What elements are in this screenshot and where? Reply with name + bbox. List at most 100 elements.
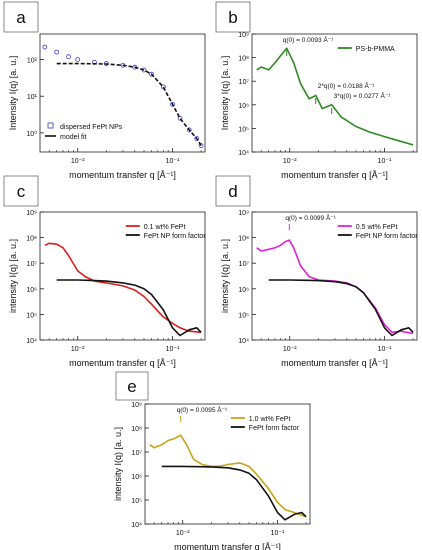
y-tick-label: 10⁷ [239, 79, 250, 86]
y-tick-label: 10⁴ [238, 150, 249, 157]
data-point [42, 44, 48, 50]
panel-d: d 10⁴ 10⁵ 10⁶ 10⁷ 10⁸ 10⁹ 10⁻² 10⁻¹ momentum tran… [215, 175, 418, 368]
data-point [198, 143, 204, 148]
data-point [177, 115, 183, 121]
plot-frame [251, 211, 418, 341]
series-line [161, 465, 307, 521]
x-tick-label: 10⁻² [176, 530, 190, 537]
data-point [54, 49, 60, 55]
series-line [56, 62, 202, 147]
y-axis-label: intensity I(q) [a. u.] [220, 239, 230, 313]
y-tick-label: 10⁸ [238, 236, 249, 243]
peak-annotation: 2*q(0) = 0.0188 Å⁻¹ [318, 81, 376, 90]
panel-a: a 10⁰ 10¹ 10² 10⁻² 10⁻¹ momentum transfer q [Å… [3, 1, 206, 180]
series-line [256, 47, 414, 146]
y-tick-label: 10⁵ [131, 498, 142, 505]
y-tick-label: 10⁵ [238, 126, 249, 133]
legend-label: 1.0 wt% FePt [249, 416, 291, 423]
data-point [194, 136, 200, 141]
legend-label: 0.1 wt% FePt [144, 224, 186, 231]
panel-label-box [215, 175, 251, 207]
x-tick-label: 10⁻² [283, 158, 297, 165]
y-tick-label: 10⁷ [239, 261, 250, 268]
y-tick-label: 10⁸ [238, 56, 249, 63]
panel-label: b [228, 8, 237, 27]
y-axis-label: Intensity I(q) [a. u.] [220, 56, 230, 131]
peak-annotation: q(0) = 0.0099 Å⁻¹ [285, 213, 336, 222]
series-line [256, 239, 414, 335]
panel-label: d [228, 182, 237, 201]
y-tick-label: 10⁶ [238, 287, 249, 294]
data-point [186, 127, 192, 133]
legend-label: dispersed FePt NPs [60, 124, 123, 131]
panel-label: e [127, 377, 136, 396]
y-axis-label: intensity I(q) [a. u.] [113, 427, 123, 501]
x-axis-label: momentum transfer q [Å⁻¹] [281, 170, 388, 180]
data-point [170, 101, 175, 107]
y-tick-label: 10⁸ [131, 426, 142, 433]
series-line [268, 279, 414, 337]
y-tick-label: 10⁹ [238, 32, 249, 39]
peak-annotation: 3*q(0) = 0.0277 Å⁻¹ [334, 91, 392, 100]
legend-label: FePt form factor [249, 425, 300, 432]
y-tick-label: 10⁵ [26, 312, 37, 319]
y-tick-label: 10⁴ [238, 338, 249, 345]
plot-frame [144, 403, 311, 525]
x-tick-label: 10⁻² [283, 346, 297, 353]
legend-swatch [47, 122, 54, 129]
y-tick-label: 10⁷ [132, 450, 143, 457]
panel-label-box [215, 1, 251, 33]
x-axis-label: momentum transfer q [Å⁻¹] [174, 542, 281, 550]
panel-label: c [17, 182, 26, 201]
data-point [75, 57, 81, 62]
y-tick-label: 10⁵ [238, 312, 249, 319]
y-tick-label: 10⁹ [131, 402, 142, 409]
series-line [56, 279, 202, 337]
peak-annotation: q(0) = 0.0095 Å⁻¹ [177, 405, 228, 414]
legend-label: PS-b-PMMA [356, 46, 395, 53]
peak-annotation: q(0) = 0.0093 Å⁻¹ [283, 35, 334, 44]
panel-b: b 10⁴ 10⁵ 10⁶ 10⁷ 10⁸ 10⁹ 10⁻² 10⁻¹ momentum tran… [215, 1, 418, 180]
series-line [44, 242, 202, 334]
x-tick-label: 10⁻¹ [378, 346, 392, 353]
plot-frame [39, 211, 206, 341]
y-tick-label: 10⁶ [131, 474, 142, 481]
y-tick-label: 10⁶ [26, 287, 37, 294]
panel-label-box [3, 175, 39, 207]
y-axis-label: Intensity I(q) [a. u.] [8, 56, 18, 131]
y-tick-label: 10⁰ [26, 130, 37, 138]
y-tick-label: 10⁸ [26, 236, 37, 243]
y-tick-label: 10⁹ [238, 210, 249, 217]
panel-c: c 10⁴ 10⁵ 10⁶ 10⁷ 10⁸ 10⁹ 10⁻² 10⁻¹ momentum tran… [3, 175, 206, 368]
x-tick-label: 10⁻¹ [378, 158, 392, 165]
x-tick-label: 10⁻² [71, 158, 85, 165]
plot-frame [251, 33, 418, 153]
x-tick-label: 10⁻¹ [166, 158, 180, 165]
legend-label: model fit [60, 134, 87, 141]
panel-label-box [115, 371, 149, 401]
y-axis-label: intensity I(q) [a. u.] [8, 239, 18, 313]
legend-label: FePt NP form factor [144, 233, 206, 240]
panel-e: e 10⁴ 10⁵ 10⁶ 10⁷ 10⁸ 10⁹ 10⁻² 10⁻¹ momentum tran… [113, 371, 311, 550]
x-axis-label: momentum transfer q [Å⁻¹] [69, 358, 176, 368]
y-tick-label: 10⁴ [26, 338, 37, 345]
x-tick-label: 10⁻¹ [271, 530, 285, 537]
data-point [160, 84, 166, 90]
y-tick-label: 10² [27, 58, 38, 65]
series-line [149, 434, 307, 518]
x-tick-label: 10⁻¹ [166, 346, 180, 353]
panel-label: a [16, 8, 26, 27]
data-point [66, 54, 71, 60]
x-axis-label: momentum transfer q [Å⁻¹] [69, 170, 176, 180]
y-tick-label: 10¹ [27, 94, 38, 101]
legend-label: 0.5 wt% FePt [356, 224, 398, 231]
x-tick-label: 10⁻² [71, 346, 85, 353]
x-axis-label: momentum transfer q [Å⁻¹] [281, 358, 388, 368]
y-tick-label: 10⁷ [27, 261, 38, 268]
legend-label: FePt NP form factor [356, 233, 418, 240]
panel-label-box [3, 1, 39, 33]
y-tick-label: 10⁹ [26, 210, 37, 217]
y-tick-label: 10⁶ [238, 103, 249, 110]
plot-frame [39, 33, 206, 153]
